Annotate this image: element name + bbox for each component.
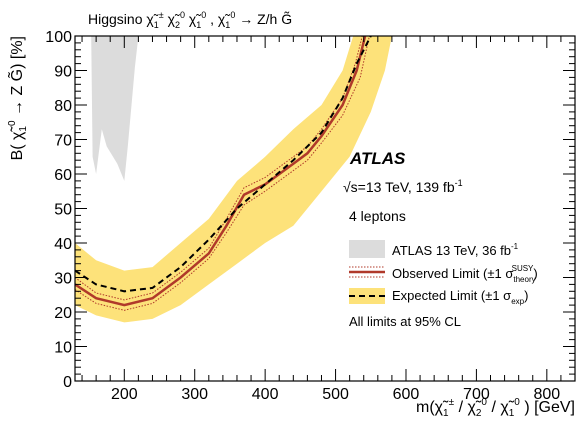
x-tick-label: 500: [322, 386, 349, 403]
legend-swatch-band: [349, 288, 385, 304]
atlas-label: ATLAS: [349, 149, 406, 168]
legend-label-previous: ATLAS 13 TeV, 36 fb-1: [392, 242, 519, 258]
y-tick-label: 20: [54, 305, 72, 322]
x-tick-label: 700: [463, 386, 490, 403]
y-tick-label: 40: [54, 236, 72, 253]
plot-frame: [74, 35, 576, 382]
expected-band: [75, 36, 392, 323]
y-tick-label: 0: [63, 374, 72, 391]
legend-label-expected: Expected Limit (±1 σexp): [392, 288, 528, 306]
legend-swatch-previous: [349, 240, 385, 258]
previous-limit-region: [91, 36, 139, 181]
x-tick-label: 600: [393, 386, 420, 403]
legend-footnote: All limits at 95% CL: [349, 314, 461, 329]
chart-title: Higgsino χ̃1± χ̃20 χ̃10 , χ̃10 → Z/h G̃: [88, 5, 292, 30]
x-axis-label: m(χ̃1± / χ̃20 / χ̃10 ) [GeV]: [416, 392, 575, 419]
channel-label: 4 leptons: [349, 208, 406, 224]
x-tick-label: 300: [181, 386, 208, 403]
y-tick-label: 70: [54, 133, 72, 150]
x-tick-label: 800: [533, 386, 560, 403]
y-tick-label: 30: [54, 271, 72, 288]
x-tick-label: 400: [252, 386, 279, 403]
y-tick-label: 90: [54, 64, 72, 81]
observed-limit-line: [75, 36, 367, 307]
y-tick-label: 100: [45, 29, 72, 46]
legend-label-observed: Observed Limit (±1 σtheorySUSY): [392, 264, 538, 284]
y-tick-label: 80: [54, 98, 72, 115]
y-tick-label: 50: [54, 202, 72, 219]
observed-theory-down-line: [75, 36, 370, 311]
legend: ATLAS 13 TeV, 36 fb-1 Observed Limit (±1…: [349, 240, 538, 329]
energy-label: √s=13 TeV, 139 fb-1: [343, 178, 463, 195]
x-tick-label: 200: [111, 386, 138, 403]
y-tick-label: 10: [54, 340, 72, 357]
y-axis-ticks: 0 10 20 30 40 50 60 70 80 90 100: [45, 29, 575, 391]
y-tick-label: 60: [54, 167, 72, 184]
y-axis-label: B( χ̃10 → Z G̃) [%]: [2, 36, 29, 160]
expected-limit-line: [75, 36, 372, 293]
x-axis-ticks: 200 300 400 500 600 700 800: [81, 36, 576, 403]
